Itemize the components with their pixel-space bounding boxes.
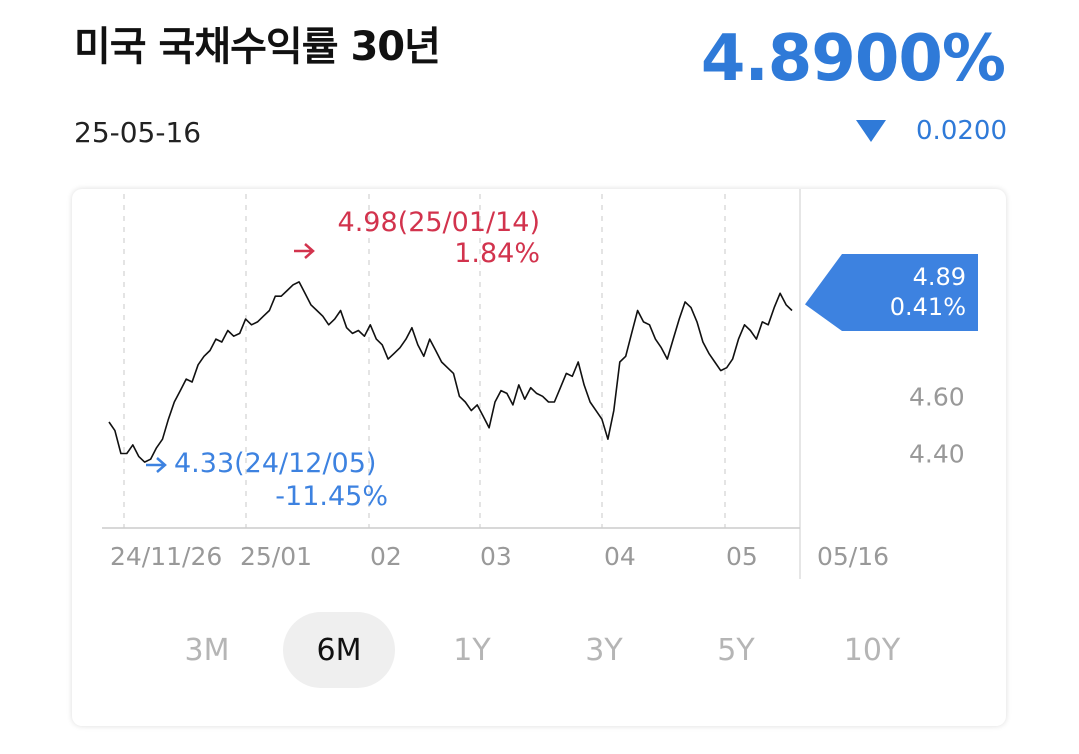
current-change-label: 0.41% (890, 293, 966, 321)
y-tick-label: 4.40 (909, 440, 965, 469)
current-price: 4.8900% (700, 22, 1006, 96)
tab-5y[interactable]: 5Y (680, 612, 792, 688)
tab-3m[interactable]: 3M (151, 612, 263, 688)
down-triangle-icon (856, 120, 887, 142)
chart-card: 24/11/26 25/01 02 03 04 05 05/16 4.60 4.40 4.89 0.… (72, 189, 1006, 726)
tab-3y[interactable]: 3Y (548, 612, 660, 688)
high-arrow-icon (294, 243, 315, 259)
price-change: 0.0200 (856, 116, 1007, 146)
y-tick-label: 4.60 (909, 382, 965, 411)
x-tick-label: 05/16 (817, 542, 889, 571)
low-change-label: -11.45% (275, 481, 388, 512)
tab-1y[interactable]: 1Y (416, 612, 528, 688)
period-tabs: 3M 6M 1Y 3Y 5Y 10Y (146, 612, 936, 688)
current-value-flag (805, 254, 978, 331)
current-value-label: 4.89 (913, 263, 966, 291)
tab-10y[interactable]: 10Y (816, 612, 928, 688)
x-tick-label: 02 (370, 542, 402, 571)
price-date: 25-05-16 (74, 116, 202, 149)
series-line (108, 281, 793, 463)
x-tick-label: 03 (480, 542, 512, 571)
x-tick-label: 25/01 (240, 542, 312, 571)
high-label: 4.98(25/01/14) (338, 207, 540, 238)
page-title: 미국 국채수익률 30년 (74, 24, 441, 70)
high-change-label: 1.84% (454, 238, 540, 269)
price-change-value: 0.0200 (916, 116, 1007, 146)
x-tick-label: 24/11/26 (110, 542, 222, 571)
x-tick-label: 05 (726, 542, 758, 571)
low-arrow-icon (146, 457, 167, 473)
low-label: 4.33(24/12/05) (174, 448, 376, 479)
line-chart[interactable]: 24/11/26 25/01 02 03 04 05 05/16 4.60 4.40 4.890.… (72, 189, 1006, 726)
tab-6m[interactable]: 6M (283, 612, 395, 688)
x-tick-label: 04 (604, 542, 636, 571)
